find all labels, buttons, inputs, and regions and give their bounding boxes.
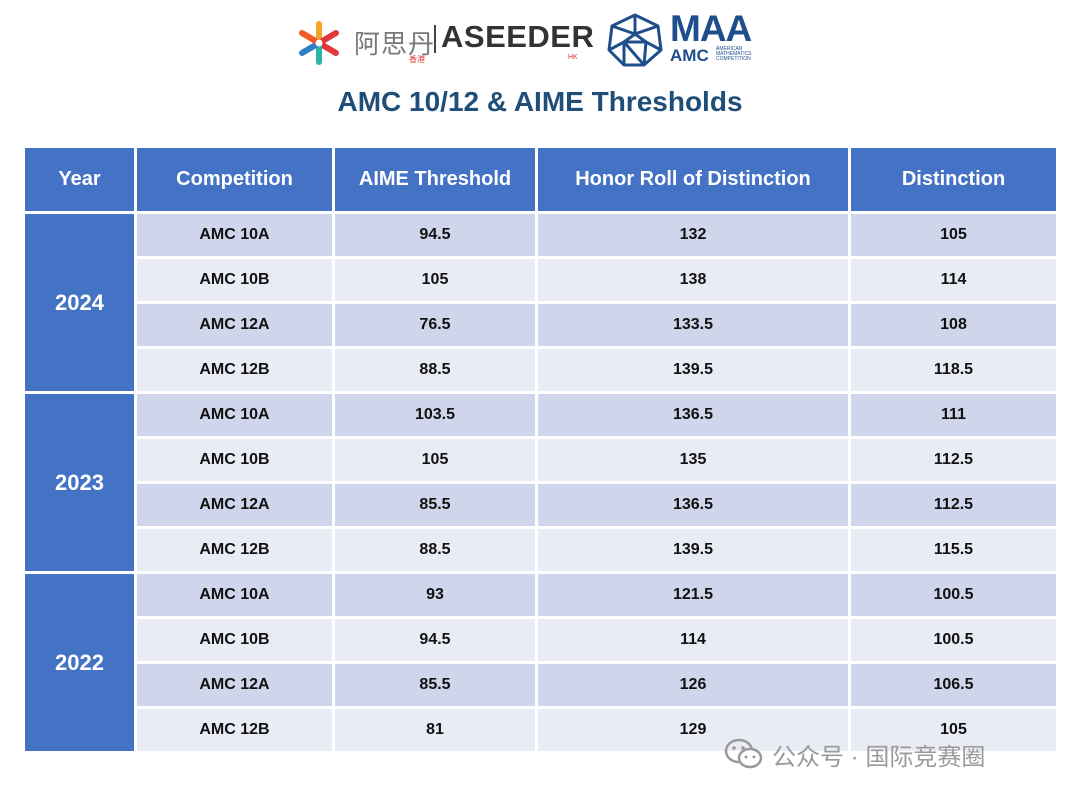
honor-roll-cell: 135: [535, 436, 851, 484]
table-header-row: Year Competition AIME Threshold Honor Ro…: [22, 145, 1059, 214]
table-row: 2024 AMC 10A 94.5 132 105: [22, 211, 1059, 394]
aime-threshold-cell: 93: [332, 571, 538, 619]
competition-cell: AMC 12A: [134, 661, 335, 709]
distinction-cell: 112.5: [848, 481, 1059, 529]
distinction-cell: 100.5: [848, 571, 1059, 619]
aseeder-en-sub: HK: [568, 54, 578, 61]
logo-divider: [434, 25, 436, 53]
table-row: 2022 AMC 10A 93 121.5 100.5: [22, 571, 1059, 754]
year-cell: 2024: [22, 211, 137, 394]
header-honor-roll: Honor Roll of Distinction: [535, 145, 851, 214]
distinction-cell: 105: [848, 706, 1059, 754]
honor-roll-cell: 121.5: [535, 571, 851, 619]
logo-bar: 阿思丹 香港 ASEEDER HK MAA AMC AMERICAN MATHE…: [0, 8, 1080, 70]
table-row: AMC 12B 88.5 139.5 115.5: [24, 526, 1059, 574]
competition-cell: AMC 12B: [134, 346, 335, 394]
aime-threshold-cell: 105: [332, 256, 538, 304]
distinction-cell: 114: [848, 256, 1059, 304]
watermark: 公众号 · 国际竞赛圈: [724, 734, 985, 774]
table-row: AMC 12A 85.5 126 106.5: [24, 661, 1059, 709]
table-row: 2023 AMC 10A 103.5 136.5 111: [22, 391, 1059, 574]
amc-wordmark: AMC: [670, 46, 709, 65]
aime-threshold-cell: 81: [332, 706, 538, 754]
aime-threshold-cell: 76.5: [332, 301, 538, 349]
table-row: AMC 10B 94.5 114 100.5: [24, 616, 1059, 664]
competition-cell: AMC 10A: [134, 391, 335, 439]
honor-roll-cell: 129: [535, 706, 851, 754]
year-cell: 2022: [22, 571, 137, 754]
aseeder-mark-icon: [299, 21, 339, 65]
header-competition: Competition: [134, 145, 335, 214]
distinction-cell: 108: [848, 301, 1059, 349]
honor-roll-cell: 132: [535, 211, 851, 259]
amc-tagline: AMERICAN MATHEMATICS COMPETITION: [716, 46, 752, 62]
distinction-cell: 105: [848, 211, 1059, 259]
aime-threshold-cell: 103.5: [332, 391, 538, 439]
aime-threshold-cell: 105: [332, 436, 538, 484]
aime-threshold-cell: 85.5: [332, 661, 538, 709]
competition-cell: AMC 10B: [134, 436, 335, 484]
table-row: AMC 12B 88.5 139.5 118.5: [24, 346, 1059, 394]
aseeder-logo: 阿思丹 香港 ASEEDER HK: [296, 14, 594, 66]
honor-roll-cell: 136.5: [535, 481, 851, 529]
wechat-icon: [724, 738, 763, 769]
aime-threshold-cell: 94.5: [332, 211, 538, 259]
competition-cell: AMC 10B: [134, 256, 335, 304]
competition-cell: AMC 12B: [134, 706, 335, 754]
header-aime-threshold: AIME Threshold: [332, 145, 538, 214]
distinction-cell: 115.5: [848, 526, 1059, 574]
competition-cell: AMC 12A: [134, 301, 335, 349]
thresholds-table: Year Competition AIME Threshold Honor Ro…: [22, 145, 1059, 754]
aime-threshold-cell: 88.5: [332, 526, 538, 574]
aime-threshold-cell: 85.5: [332, 481, 538, 529]
competition-cell: AMC 10A: [134, 571, 335, 619]
page-title: AMC 10/12 & AIME Thresholds: [337, 86, 743, 117]
table-row: AMC 12B 81 129 105: [24, 706, 1059, 754]
honor-roll-cell: 139.5: [535, 346, 851, 394]
honor-roll-cell: 114: [535, 616, 851, 664]
table-row: AMC 12A 76.5 133.5 108: [24, 301, 1059, 349]
honor-roll-cell: 126: [535, 661, 851, 709]
aseeder-cn-name: 阿思丹: [354, 29, 436, 59]
header-year: Year: [22, 145, 137, 214]
distinction-cell: 106.5: [848, 661, 1059, 709]
distinction-cell: 112.5: [848, 436, 1059, 484]
watermark-text: 公众号 · 国际竞赛圈: [772, 743, 986, 771]
maa-polyhedron-icon: [607, 13, 663, 67]
maa-wordmark: MAA: [670, 8, 752, 49]
maa-logo: MAA AMC AMERICAN MATHEMATICS COMPETITION: [606, 8, 776, 70]
aseeder-en-name: ASEEDER: [441, 19, 595, 54]
honor-roll-cell: 139.5: [535, 526, 851, 574]
distinction-cell: 118.5: [848, 346, 1059, 394]
honor-roll-cell: 138: [535, 256, 851, 304]
aime-threshold-cell: 94.5: [332, 616, 538, 664]
competition-cell: AMC 10A: [134, 211, 335, 259]
header-distinction: Distinction: [848, 145, 1059, 214]
honor-roll-cell: 136.5: [535, 391, 851, 439]
table-row: AMC 10B 105 135 112.5: [24, 436, 1059, 484]
distinction-cell: 100.5: [848, 616, 1059, 664]
year-cell: 2023: [22, 391, 137, 574]
distinction-cell: 111: [848, 391, 1059, 439]
aseeder-cn-sub: 香港: [409, 55, 425, 64]
competition-cell: AMC 10B: [134, 616, 335, 664]
table-row: AMC 10B 105 138 114: [24, 256, 1059, 304]
aime-threshold-cell: 88.5: [332, 346, 538, 394]
competition-cell: AMC 12B: [134, 526, 335, 574]
honor-roll-cell: 133.5: [535, 301, 851, 349]
competition-cell: AMC 12A: [134, 481, 335, 529]
table-row: AMC 12A 85.5 136.5 112.5: [24, 481, 1059, 529]
